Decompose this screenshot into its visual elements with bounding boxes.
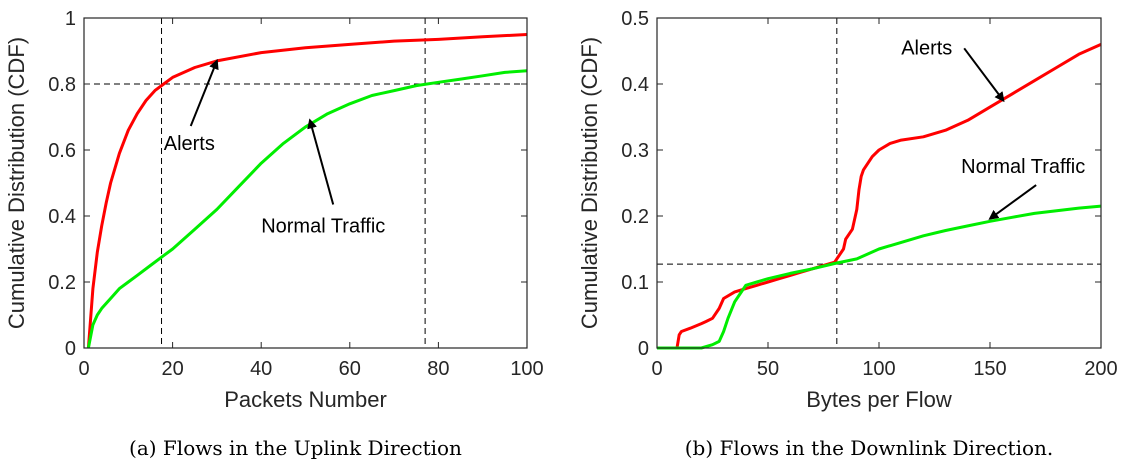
annotation-label: Alerts xyxy=(164,133,215,155)
y-tick-label: 0 xyxy=(638,338,649,360)
x-tick-label: 200 xyxy=(1084,358,1117,380)
series-line-1 xyxy=(657,204,1102,350)
chart-downlink: 0 50 100 150 200 0 0.1 0.2 0.3 0.4 0.5 Bytes per Fl… xyxy=(577,8,1118,460)
annotation-arrow xyxy=(963,47,1005,103)
x-axis-label: Packets Number xyxy=(224,387,387,412)
y-tick-label: 0.2 xyxy=(48,272,76,294)
figure-caption: (a) Flows in the Uplink Direction xyxy=(129,436,462,460)
y-tick-label: 0.5 xyxy=(621,8,649,30)
y-axis-label: Cumulative Distribution (CDF) xyxy=(4,37,29,329)
annotation-label: Normal Traffic xyxy=(261,216,385,238)
y-axis-label: Cumulative Distribution (CDF) xyxy=(577,37,602,329)
x-tick-label: 20 xyxy=(161,358,183,380)
series-line-0 xyxy=(86,33,528,349)
x-tick-label: 100 xyxy=(862,358,895,380)
y-tick-label: 0.4 xyxy=(48,206,76,228)
y-tick-label: 0.2 xyxy=(621,206,649,228)
annotation-label: Normal Traffic xyxy=(961,156,1085,178)
figure-caption: (b) Flows in the Downlink Direction. xyxy=(685,436,1054,460)
x-tick-label: 0 xyxy=(78,358,89,380)
y-tick-label: 0.4 xyxy=(621,74,649,96)
annotation-label: Alerts xyxy=(901,37,952,59)
annotation-arrow xyxy=(189,59,219,127)
x-axis-label: Bytes per Flow xyxy=(806,387,952,412)
x-tick-label: 50 xyxy=(757,358,779,380)
y-tick-label: 1 xyxy=(65,8,76,30)
y-tick-label: 0.3 xyxy=(621,140,649,162)
x-tick-label: 60 xyxy=(339,358,361,380)
annotation-arrow xyxy=(307,118,335,205)
series-line-1 xyxy=(86,69,528,349)
y-tick-label: 0 xyxy=(65,338,76,360)
y-tick-label: 0.8 xyxy=(48,74,76,96)
series-line-0 xyxy=(657,43,1102,350)
axes-box xyxy=(83,17,528,349)
annotation-arrow xyxy=(988,184,1037,220)
x-tick-label: 150 xyxy=(973,358,1006,380)
x-tick-label: 80 xyxy=(427,358,449,380)
chart-uplink: 0 20 40 60 80 100 0 0.2 0.4 0.6 0.8 1 Packets Number… xyxy=(4,8,544,460)
x-tick-label: 0 xyxy=(651,358,662,380)
y-tick-label: 0.1 xyxy=(621,272,649,294)
x-tick-label: 40 xyxy=(250,358,272,380)
y-tick-label: 0.6 xyxy=(48,140,76,162)
x-tick-label: 100 xyxy=(510,358,543,380)
